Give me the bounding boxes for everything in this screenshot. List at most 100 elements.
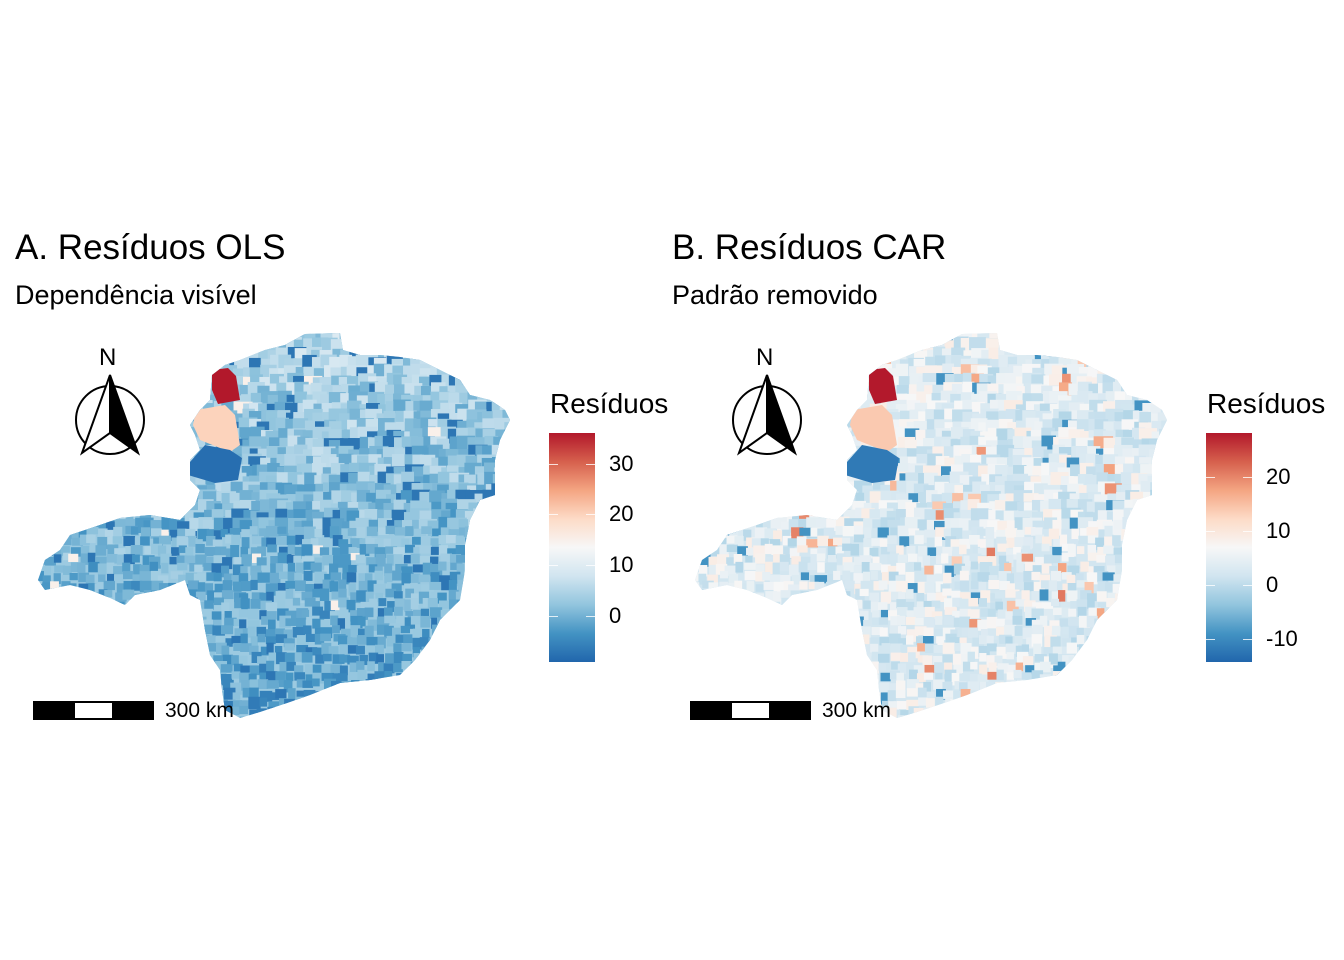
municipality	[266, 671, 278, 683]
municipality	[491, 581, 502, 589]
municipality	[769, 679, 779, 690]
municipality	[695, 636, 697, 649]
municipality	[161, 376, 174, 389]
municipality	[834, 338, 855, 351]
municipality	[490, 543, 500, 553]
municipality	[1062, 373, 1077, 386]
municipality	[187, 580, 200, 592]
municipality	[456, 660, 469, 671]
municipality	[511, 508, 525, 525]
municipality	[368, 652, 379, 664]
municipality	[1168, 647, 1180, 657]
municipality	[1024, 691, 1033, 701]
municipality	[440, 688, 451, 702]
municipality	[825, 581, 838, 592]
municipality	[764, 671, 774, 685]
municipality	[38, 437, 50, 453]
municipality	[869, 562, 882, 571]
municipality	[337, 635, 348, 645]
municipality	[383, 339, 400, 353]
municipality	[468, 516, 483, 537]
municipality	[1066, 716, 1075, 718]
municipality	[819, 429, 836, 444]
municipality	[413, 653, 424, 665]
municipality	[878, 580, 888, 590]
municipality	[368, 698, 381, 707]
municipality	[377, 636, 386, 649]
municipality	[1059, 534, 1068, 546]
municipality	[800, 616, 812, 627]
municipality	[509, 464, 510, 477]
municipality	[38, 600, 45, 610]
municipality	[980, 707, 990, 718]
municipality	[430, 715, 444, 718]
municipality	[492, 700, 500, 712]
municipality	[1006, 573, 1015, 585]
municipality	[859, 588, 869, 597]
municipality	[719, 680, 730, 693]
municipality	[755, 333, 770, 342]
municipality	[1089, 661, 1099, 674]
municipality	[836, 679, 845, 693]
municipality	[701, 534, 713, 547]
municipality	[321, 663, 331, 675]
municipality	[77, 509, 90, 529]
municipality	[387, 601, 398, 612]
municipality	[338, 673, 348, 685]
municipality	[70, 547, 84, 557]
municipality	[771, 463, 791, 478]
municipality	[195, 333, 212, 343]
municipality	[418, 692, 428, 705]
municipality	[393, 680, 402, 692]
municipality	[788, 376, 806, 392]
municipality	[51, 484, 67, 502]
municipality	[746, 471, 759, 488]
municipality	[1093, 671, 1104, 681]
municipality	[161, 458, 180, 473]
municipality	[394, 333, 408, 348]
municipality	[364, 645, 377, 658]
municipality	[719, 544, 729, 556]
municipality	[357, 616, 366, 627]
municipality	[43, 431, 63, 445]
municipality	[695, 526, 700, 539]
municipality	[1111, 661, 1120, 674]
municipality	[275, 628, 285, 639]
municipality	[824, 394, 842, 408]
municipality	[474, 347, 492, 362]
municipality	[1140, 701, 1151, 711]
municipality	[239, 655, 248, 666]
municipality	[501, 618, 510, 630]
municipality	[782, 482, 795, 497]
municipality	[934, 536, 943, 549]
municipality	[159, 483, 174, 497]
municipality	[783, 500, 799, 519]
municipality	[59, 518, 79, 535]
municipality	[167, 393, 186, 412]
municipality	[859, 555, 872, 564]
municipality	[130, 526, 139, 535]
municipality	[1005, 636, 1013, 645]
municipality	[159, 608, 170, 617]
municipality	[140, 536, 150, 546]
municipality	[356, 417, 374, 430]
municipality	[762, 660, 773, 669]
municipality	[807, 376, 819, 393]
municipality	[781, 654, 792, 665]
municipality	[1114, 719, 1122, 728]
municipality	[1039, 674, 1051, 684]
legend-tick-label: 10	[609, 552, 634, 578]
municipality	[709, 395, 728, 411]
municipality	[836, 565, 849, 576]
municipality-low-residual	[845, 445, 899, 483]
municipality	[124, 634, 134, 646]
municipality	[358, 573, 370, 582]
municipality	[392, 570, 402, 581]
municipality	[474, 618, 483, 629]
municipality	[842, 543, 852, 551]
municipality	[355, 715, 366, 718]
municipality	[697, 518, 712, 535]
municipality	[332, 535, 343, 546]
municipality	[501, 716, 509, 718]
municipality	[1043, 647, 1056, 655]
